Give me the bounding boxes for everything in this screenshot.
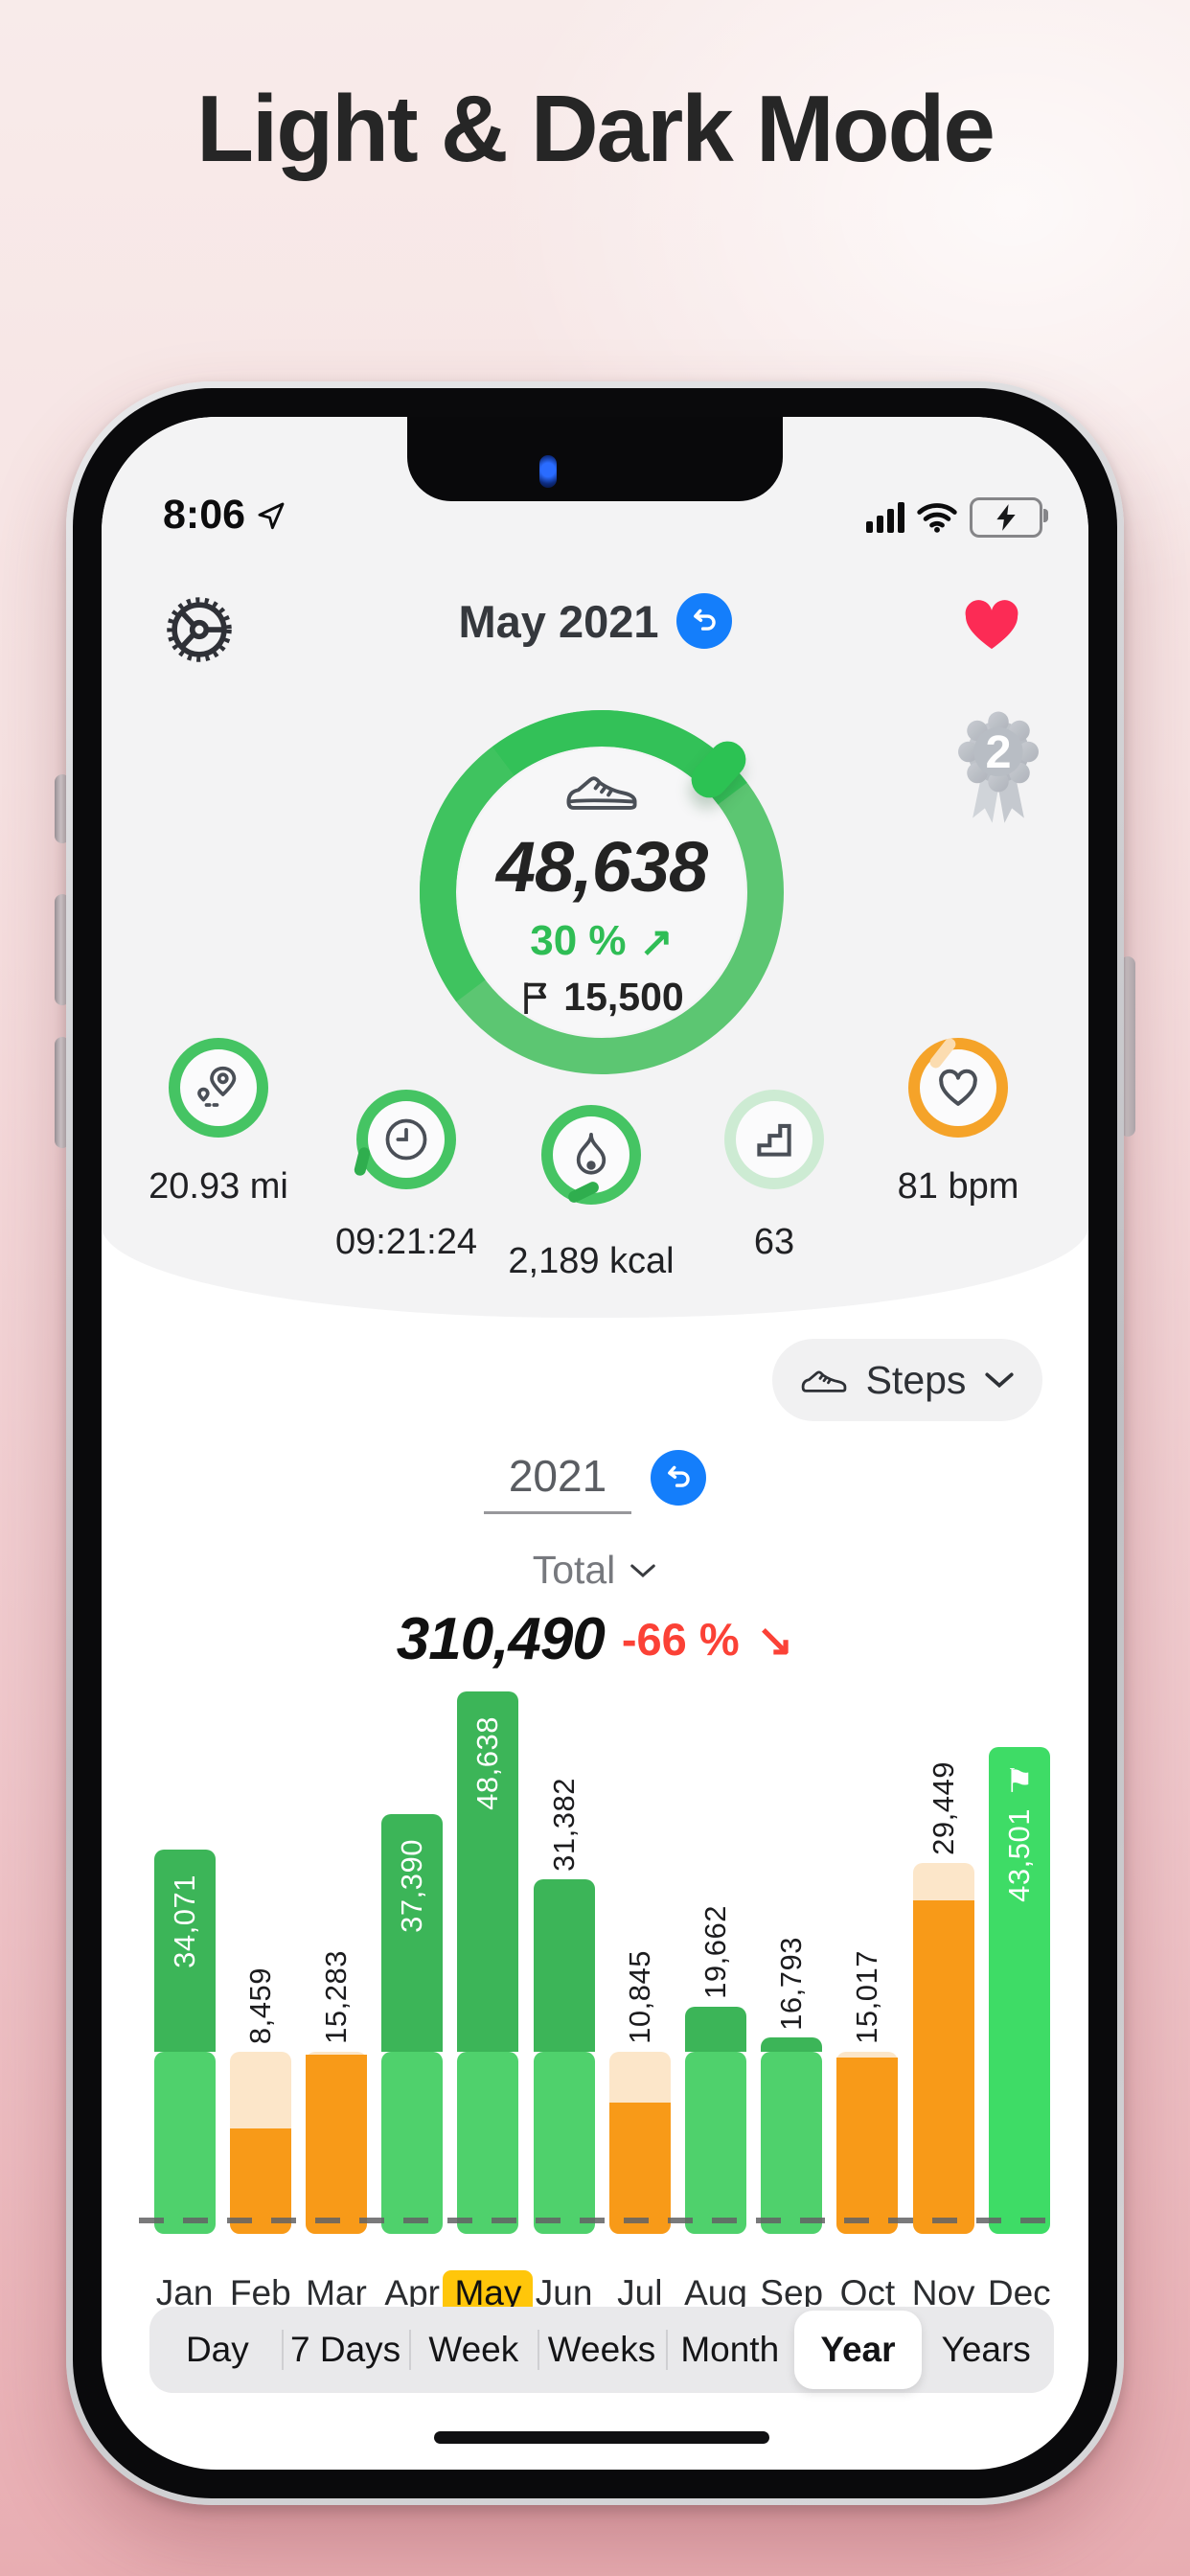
bar-value-label: 37,390 bbox=[395, 1838, 429, 1933]
tab-day[interactable]: Day bbox=[185, 2330, 249, 2369]
month-label-aug: Aug bbox=[684, 2273, 747, 2312]
calories-value: 2,189 kcal bbox=[508, 1241, 675, 1281]
reset-period-button[interactable] bbox=[675, 593, 732, 649]
goal-flag-icon bbox=[519, 978, 552, 1017]
wifi-icon bbox=[916, 501, 958, 534]
phone-frame: 8:06 bbox=[66, 381, 1124, 2505]
duration-clock-icon bbox=[382, 1116, 430, 1163]
app-header: May 2021 bbox=[102, 593, 1088, 670]
bar-value-label: 43,501 bbox=[1001, 1808, 1036, 1903]
duration-ring bbox=[353, 1090, 456, 1189]
tab-week[interactable]: Week bbox=[409, 2311, 538, 2389]
period-label: May 2021 bbox=[458, 595, 659, 647]
floors-stairs-icon bbox=[750, 1116, 798, 1163]
aggregate-label: Total bbox=[532, 1548, 616, 1592]
month-label-sep: Sep bbox=[760, 2273, 824, 2312]
duration-value: 09:21:24 bbox=[335, 1222, 477, 1262]
clock-time: 8:06 bbox=[163, 492, 246, 538]
bar-value-label: 29,449 bbox=[926, 1760, 960, 1855]
month-label-feb: Feb bbox=[229, 2273, 291, 2312]
bar-chart: 34,071 Jan 8,459 Feb 15,283 Mar 37,390 Apr 48,63… bbox=[139, 1691, 1064, 2324]
distance-pins-icon bbox=[195, 1064, 242, 1112]
month-label-oct: Oct bbox=[839, 2273, 896, 2312]
favorite-heart-icon[interactable] bbox=[962, 597, 1021, 653]
bar-value-label: 19,662 bbox=[698, 1905, 732, 1999]
badge-count: 2 bbox=[985, 726, 1011, 778]
distance-value: 20.93 mi bbox=[149, 1166, 288, 1207]
time-range-tabs: Day 7 Days Week Weeks Month Year Years bbox=[149, 2307, 1054, 2393]
trend-down-icon: ↘ bbox=[756, 1614, 794, 1665]
home-indicator[interactable] bbox=[434, 2431, 769, 2444]
tab-years[interactable]: Years bbox=[941, 2330, 1031, 2369]
month-label-dec: Dec bbox=[987, 2273, 1051, 2312]
month-label-apr: Apr bbox=[384, 2273, 440, 2312]
tab-weeks[interactable]: Weeks bbox=[538, 2311, 666, 2389]
chart-baseline bbox=[139, 2218, 1064, 2223]
distance-ring bbox=[169, 1038, 268, 1138]
signal-icon bbox=[866, 502, 904, 533]
achievement-badge[interactable]: 2 bbox=[949, 710, 1048, 833]
bar-value-label: 15,017 bbox=[850, 1950, 884, 2045]
status-bar: 8:06 bbox=[102, 492, 1088, 545]
notch bbox=[407, 417, 783, 501]
floors-value: 63 bbox=[753, 1222, 795, 1262]
floors-ring bbox=[724, 1090, 824, 1189]
aggregate-selector[interactable]: Total bbox=[102, 1548, 1088, 1593]
location-arrow-icon bbox=[255, 499, 287, 532]
chevron-down-icon bbox=[630, 1564, 656, 1577]
settings-gear-icon[interactable] bbox=[165, 595, 234, 664]
heart-outline-icon bbox=[934, 1066, 982, 1110]
goal-value: 15,500 bbox=[563, 975, 684, 1019]
chevron-down-icon bbox=[985, 1372, 1015, 1389]
tab-7-days[interactable]: 7 Days bbox=[281, 2311, 410, 2389]
tab-month[interactable]: Month bbox=[665, 2311, 794, 2389]
calories-flame-icon bbox=[569, 1131, 613, 1179]
camera-icon bbox=[539, 455, 557, 488]
shoe-icon bbox=[562, 765, 641, 816]
month-label-jun: Jun bbox=[535, 2273, 593, 2312]
power-button bbox=[1120, 956, 1135, 1137]
bar-value-label: 8,459 bbox=[242, 1967, 277, 2045]
chart-change-pct: -66 % bbox=[621, 1614, 740, 1665]
tab-year[interactable]: Year bbox=[793, 2311, 923, 2389]
month-label-jul: Jul bbox=[617, 2273, 663, 2312]
steps-count: 48,638 bbox=[495, 827, 708, 907]
shoe-small-icon bbox=[799, 1364, 849, 1396]
metric-selector[interactable]: Steps bbox=[772, 1339, 1042, 1421]
heart-rate-value: 81 bpm bbox=[897, 1166, 1019, 1207]
bar-value-label: 10,845 bbox=[622, 1950, 656, 2045]
metric-selector-label: Steps bbox=[865, 1357, 967, 1402]
month-label-nov: Nov bbox=[911, 2273, 975, 2312]
bar-value-label: 48,638 bbox=[470, 1716, 505, 1810]
month-label-jan: Jan bbox=[155, 2273, 214, 2312]
bar-value-label: 31,382 bbox=[546, 1778, 581, 1872]
month-label-mar: Mar bbox=[306, 2273, 367, 2312]
reset-year-button[interactable] bbox=[651, 1450, 707, 1506]
best-month-flag-icon: ⚑ bbox=[1004, 1763, 1035, 1801]
bar-value-label: 34,071 bbox=[167, 1874, 201, 1969]
chart-total-value: 310,490 bbox=[396, 1606, 606, 1672]
chart-year-label: 2021 bbox=[483, 1450, 632, 1514]
page-title: Light & Dark Mode bbox=[196, 76, 995, 181]
trend-up-icon: ↗ bbox=[639, 918, 674, 964]
battery-charging-icon bbox=[970, 497, 1048, 538]
phone-screen: 8:06 bbox=[102, 417, 1088, 2470]
calories-ring bbox=[541, 1105, 641, 1205]
heart-rate-ring bbox=[908, 1036, 1008, 1138]
steps-change-pct: 30 % bbox=[530, 917, 627, 964]
phone-bezel: 8:06 bbox=[73, 388, 1117, 2498]
steps-progress-ring: 48,638 30 % ↗ 15,500 bbox=[396, 686, 808, 1098]
bar-value-label: 15,283 bbox=[319, 1950, 353, 2045]
bar-value-label: 16,793 bbox=[774, 1936, 809, 2031]
